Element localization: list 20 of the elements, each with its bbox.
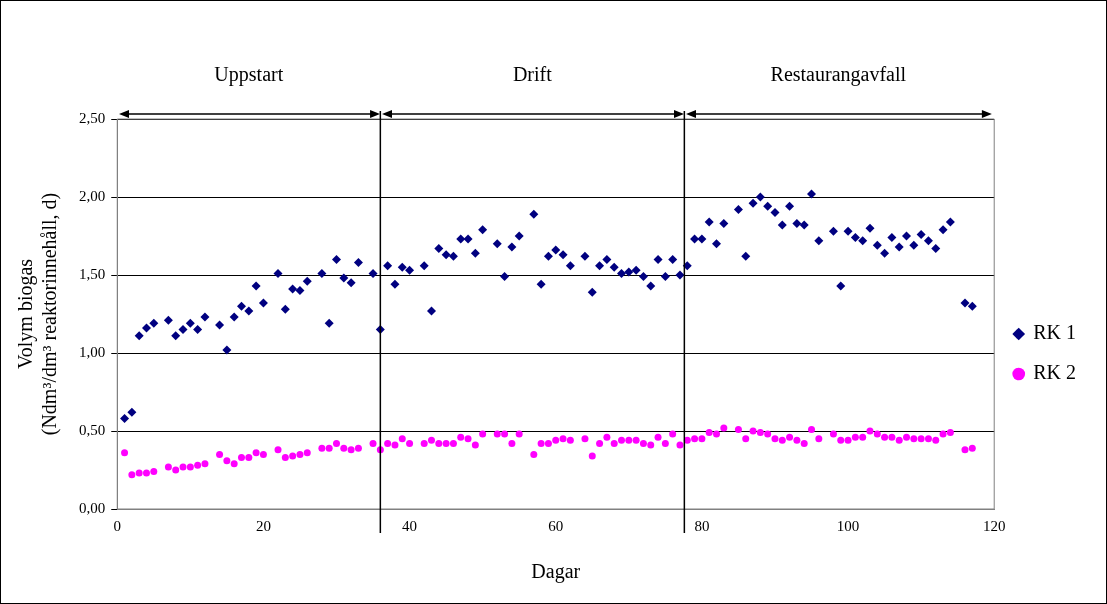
y-tick-label: 2,00 xyxy=(79,187,106,204)
text: Uppstart xyxy=(214,63,284,87)
x-tick-label: 80 xyxy=(694,517,710,534)
y-tick-label: 2,50 xyxy=(79,109,106,126)
x-tick-label: 20 xyxy=(255,517,271,534)
y-axis-title: Volym biogas (Ndm³/dm³ reaktorinnehåll, d) xyxy=(14,192,62,436)
x-tick-label: 120 xyxy=(982,517,1006,534)
legend-label: RK 2 xyxy=(1033,361,1077,384)
x-tick-label: 40 xyxy=(402,517,418,534)
y-tick-label: 1,00 xyxy=(79,343,106,360)
y-tick-label: 1,50 xyxy=(79,265,106,282)
legend-label: RK 1 xyxy=(1033,321,1077,344)
x-tick-label: 60 xyxy=(548,517,564,534)
y-tick-label: 0,50 xyxy=(79,421,106,438)
x-tick-label: 100 xyxy=(836,517,860,534)
x-tick-label: 0 xyxy=(113,517,121,534)
y-tick-label: 0,00 xyxy=(79,499,106,516)
text: Drift xyxy=(512,63,553,86)
x-axis-title: Dagar xyxy=(531,560,581,584)
text: Restaurangavfall xyxy=(770,63,907,87)
